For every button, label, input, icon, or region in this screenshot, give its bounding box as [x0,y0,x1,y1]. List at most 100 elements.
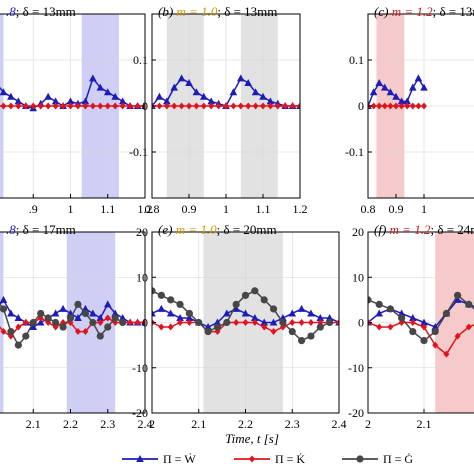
data-point-triangle [414,74,423,82]
data-point-circle [223,318,231,327]
data-point-triangle [166,309,175,317]
x-tick-label: 1.1 [100,202,115,216]
y-tick-label: 20 [136,225,148,239]
data-point-diamond [163,102,170,110]
data-point-diamond [167,323,174,331]
data-point-triangle [229,88,238,96]
data-point-circle [241,291,250,299]
y-tick-label: -0.1 [345,145,364,159]
data-point-circle [298,337,306,345]
data-point-diamond [260,102,266,110]
legend-label: Π = Ġ [383,451,413,466]
data-point-triangle [89,74,97,82]
x-tick-label: 2.1 [26,417,41,431]
data-point-triangle [381,83,389,91]
data-point-circle [442,309,450,318]
data-point-diamond [7,102,14,110]
plot-area [152,232,339,413]
data-point-triangle [111,309,119,317]
data-point-diamond [245,102,252,110]
data-point-triangle [204,323,212,331]
data-point-diamond [421,323,427,331]
plot-area [152,14,300,198]
data-point-circle [279,318,287,327]
data-point-triangle [14,97,23,105]
plot-area [368,232,474,413]
x-tick-label: 2 [365,417,371,431]
data-point-triangle [59,304,67,312]
data-point-circle [386,305,394,313]
data-point-circle [204,327,212,336]
data-point-diamond [37,102,44,110]
data-point-diamond [186,102,192,110]
data-point-diamond [409,102,416,110]
data-point-triangle [397,97,406,105]
data-point-triangle [375,79,383,86]
x-tick-label: 1 [68,202,74,216]
data-point-diamond [404,102,411,110]
data-point-diamond [274,102,281,110]
data-point-triangle [260,318,268,326]
x-tick-label: 2.3 [100,417,115,431]
data-point-diamond [158,323,165,331]
data-point-diamond [134,319,141,326]
data-point-circle [0,305,8,313]
data-point-diamond [409,319,416,326]
data-point-circle [37,309,45,318]
data-point-diamond [74,328,81,336]
data-point-triangle [386,88,395,96]
data-point-triangle [200,92,208,100]
x-tick-label: 1.1 [256,202,271,216]
data-point-triangle [307,309,315,317]
data-point-circle [185,309,193,318]
data-point-diamond [242,319,249,326]
data-point-triangle [51,309,60,317]
data-point-triangle [89,309,97,317]
data-point-diamond [261,323,268,331]
data-point-diamond [398,102,405,110]
data-point-circle [326,318,334,327]
legend-marker-diamond [249,455,255,463]
data-point-diamond [177,319,184,326]
legend: Π = Ẇ Π = K̇ Π = Ġ [122,451,413,466]
x-tick-label: 2.4 [138,417,153,431]
y-tick-label: -20 [348,406,364,420]
data-point-circle [96,332,104,340]
data-point-triangle [251,313,259,321]
data-point-triangle [7,92,15,100]
panel-b: 0.8 0.9 1 1.1 1.2 -0.1 0 0.1 (b) m = 1.0; δ = 13… [129,4,308,216]
x-tick-label: 2.2 [63,417,78,431]
data-point-triangle [152,309,156,317]
data-point-triangle [397,309,406,317]
data-point-circle [29,318,37,327]
data-point-diamond [30,102,37,110]
data-point-diamond [381,102,388,110]
data-point-circle [52,318,60,327]
y-tick-label: 10 [352,270,364,284]
y-tick-label: -0.1 [129,145,148,159]
data-point-triangle [36,318,45,326]
data-point-diamond [223,102,229,110]
data-point-circle [409,327,417,336]
legend-marker-triangle [136,455,144,462]
data-point-triangle [0,295,8,303]
data-point-triangle [369,88,378,96]
data-point-triangle [251,88,260,96]
data-point-circle [195,318,203,327]
data-point-circle [167,296,175,304]
data-point-triangle [192,88,201,96]
data-point-diamond [215,102,222,110]
data-point-circle [7,327,15,336]
x-tick-label: .9 [29,202,38,216]
data-point-triangle [7,309,15,317]
data-point-triangle [420,318,428,326]
data-point-diamond [186,319,193,326]
x-tick-label: 2.1 [191,417,206,431]
data-point-diamond [142,319,145,326]
data-point-circle [431,327,439,336]
data-point-diamond [297,102,300,110]
panel-title: .8; δ = 13mm [6,4,76,19]
data-point-circle [232,300,240,308]
